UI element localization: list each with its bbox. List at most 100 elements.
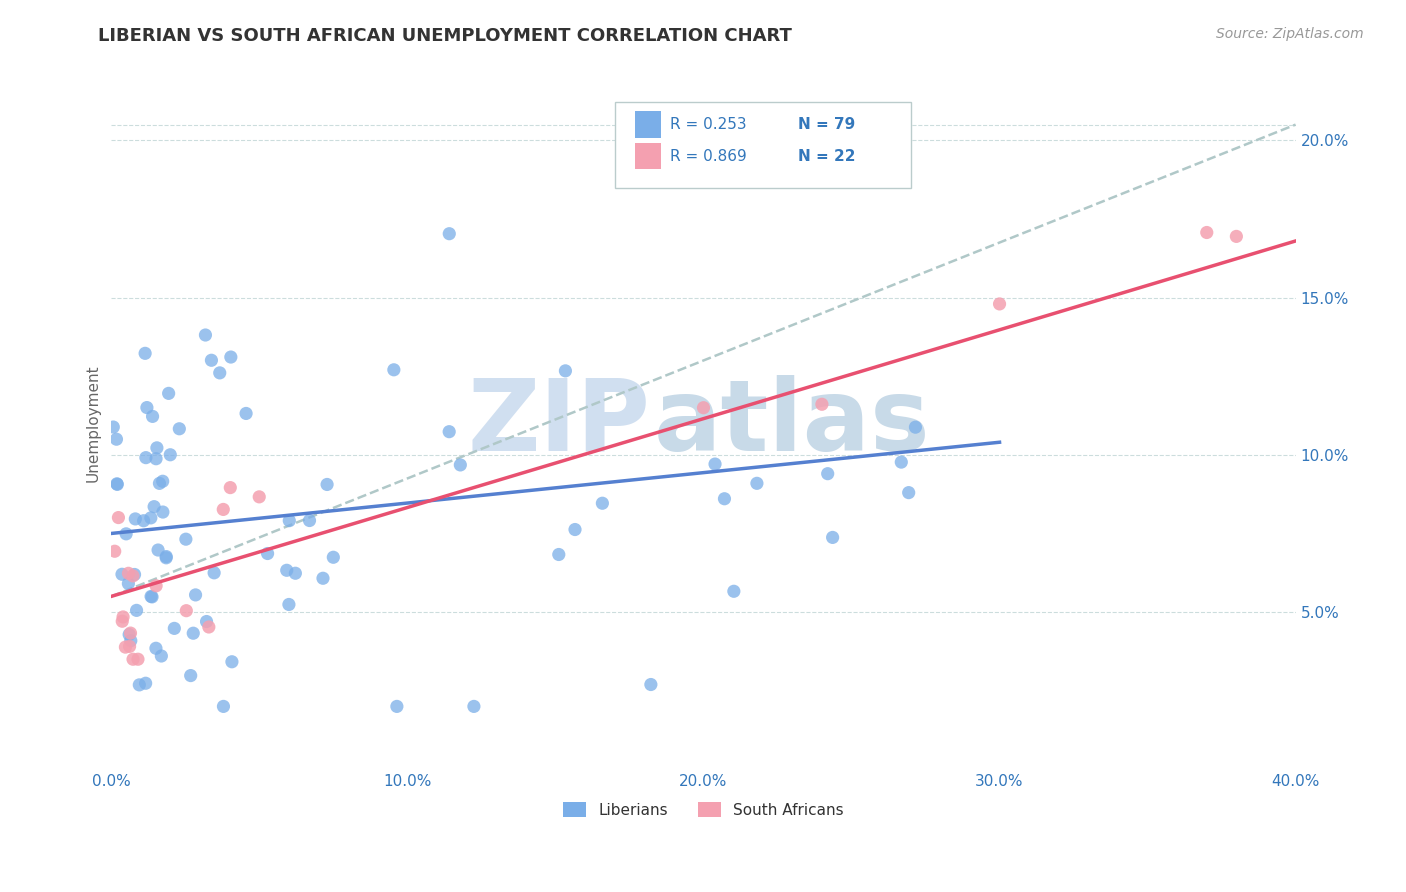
Point [704, 457, 727, 471]
Point [118, 640, 141, 654]
Point [163, 621, 186, 635]
Point [142, 409, 165, 424]
Point [547, 548, 569, 562]
Point [219, 350, 242, 364]
Point [112, 610, 135, 624]
Point [103, 420, 125, 434]
Text: ZIP: ZIP [467, 375, 650, 472]
Point [155, 549, 177, 564]
Text: R = 0.869: R = 0.869 [671, 149, 747, 164]
Point [897, 485, 920, 500]
Point [174, 532, 197, 546]
Point [105, 476, 128, 491]
Point [316, 477, 339, 491]
Point [256, 547, 278, 561]
Point [111, 614, 134, 628]
Point [127, 652, 149, 666]
Text: N = 79: N = 79 [799, 117, 855, 132]
Point [141, 590, 163, 604]
Point [200, 353, 222, 368]
Point [890, 455, 912, 469]
Point [117, 566, 139, 581]
Point [152, 505, 174, 519]
Point [564, 523, 586, 537]
Point [104, 544, 127, 558]
Point [145, 579, 167, 593]
Point [988, 297, 1011, 311]
Point [247, 490, 270, 504]
Point [212, 699, 235, 714]
Point [202, 566, 225, 580]
Point [184, 588, 207, 602]
Point [640, 677, 662, 691]
Point [180, 668, 202, 682]
Point [105, 432, 128, 446]
Point [277, 598, 299, 612]
Point [120, 633, 142, 648]
Point [437, 425, 460, 439]
Point [159, 448, 181, 462]
Point [148, 476, 170, 491]
Text: LIBERIAN VS SOUTH AFRICAN UNEMPLOYMENT CORRELATION CHART: LIBERIAN VS SOUTH AFRICAN UNEMPLOYMENT C… [98, 27, 793, 45]
Bar [636, 144, 661, 169]
Point [122, 569, 145, 583]
Point [122, 652, 145, 666]
Text: N = 22: N = 22 [799, 149, 856, 164]
Point [146, 543, 169, 558]
Point [139, 511, 162, 525]
Point [198, 620, 221, 634]
Point [278, 514, 301, 528]
Point [212, 502, 235, 516]
Point [135, 676, 157, 690]
Point [745, 476, 768, 491]
Point [125, 603, 148, 617]
Point [105, 477, 128, 491]
Point [449, 458, 471, 472]
Point [208, 366, 231, 380]
Point [111, 567, 134, 582]
Point [385, 699, 408, 714]
Point [146, 441, 169, 455]
Point [143, 500, 166, 514]
Point [117, 576, 139, 591]
Point [322, 550, 344, 565]
Point [150, 648, 173, 663]
Point [152, 475, 174, 489]
Point [118, 627, 141, 641]
Point [235, 407, 257, 421]
Point [132, 514, 155, 528]
Point [817, 467, 839, 481]
Y-axis label: Unemployment: Unemployment [86, 365, 100, 483]
Point [463, 699, 485, 714]
Point [120, 626, 142, 640]
Point [157, 386, 180, 401]
Point [155, 550, 177, 565]
Point [124, 512, 146, 526]
Point [811, 397, 834, 411]
Point [176, 604, 198, 618]
Point [1225, 229, 1247, 244]
Point [145, 451, 167, 466]
Text: atlas: atlas [654, 375, 931, 472]
Point [276, 563, 298, 577]
Point [298, 514, 321, 528]
Point [723, 584, 745, 599]
Point [554, 364, 576, 378]
Point [107, 510, 129, 524]
FancyBboxPatch shape [614, 102, 911, 188]
Point [135, 450, 157, 465]
Text: Source: ZipAtlas.com: Source: ZipAtlas.com [1216, 27, 1364, 41]
Point [145, 641, 167, 656]
Point [821, 530, 844, 544]
Point [219, 481, 242, 495]
Point [692, 401, 714, 415]
Point [1195, 226, 1218, 240]
Point [221, 655, 243, 669]
Legend: Liberians, South Africans: Liberians, South Africans [557, 796, 851, 824]
Point [124, 567, 146, 582]
Point [134, 346, 156, 360]
Point [904, 420, 927, 434]
Point [139, 590, 162, 604]
Point [195, 615, 218, 629]
Bar [636, 112, 661, 137]
